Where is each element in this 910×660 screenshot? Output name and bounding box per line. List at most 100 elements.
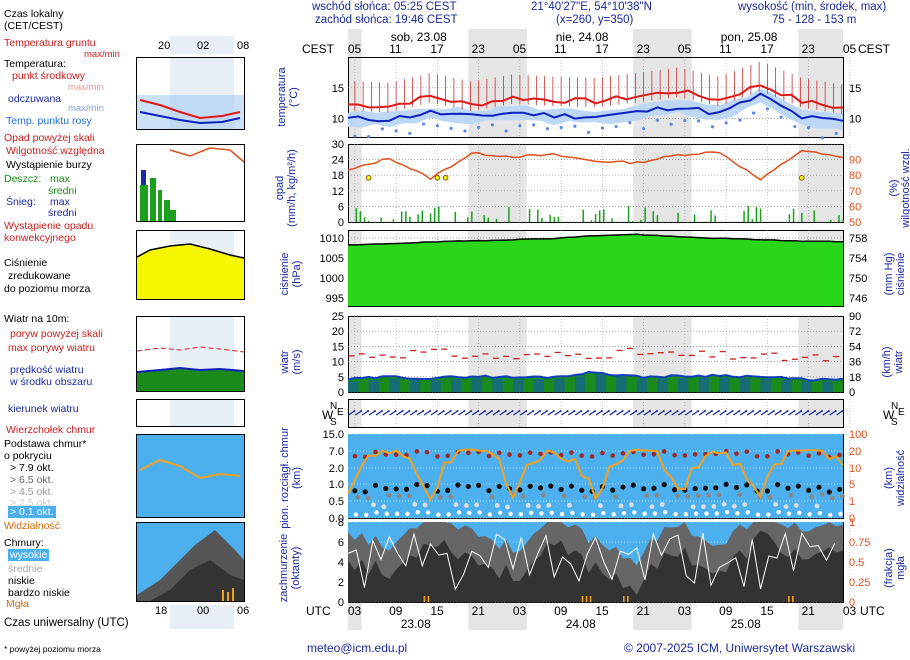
- utc-hour-label: 03: [843, 604, 857, 618]
- wind-direction-arrow: [554, 410, 562, 416]
- legend-humidity: Wilgotność względna: [6, 145, 105, 157]
- fog-bar: [581, 596, 584, 602]
- legend-okt01: > 0.1 okt.: [8, 506, 56, 518]
- wind-direction-arrow: [396, 410, 403, 416]
- cloud-base-dot-mid: [644, 493, 650, 499]
- cloud-base-dot: [579, 487, 585, 493]
- cloud-base-dot-low: [701, 504, 706, 510]
- wind-direction-arrow: [506, 410, 513, 416]
- wind-direction-arrow: [801, 410, 809, 416]
- wind-direction-head: [580, 410, 583, 412]
- cloud-top-dot: [589, 454, 595, 459]
- y-tick-label-right: 15: [849, 83, 861, 95]
- cloud-base-dot-thin: [559, 511, 565, 517]
- cloud-base-dot: [424, 482, 430, 489]
- rain-bar: [429, 213, 432, 222]
- wind-direction-head: [566, 410, 569, 412]
- rain-bar: [644, 207, 646, 222]
- wind-direction-head: [772, 410, 775, 412]
- dew-point-dot: [449, 126, 453, 130]
- cloud-top-dot: [569, 450, 574, 455]
- legend-rain-max: max: [50, 173, 70, 185]
- fog-bar: [792, 596, 794, 602]
- cloud-base-dot-low: [505, 504, 510, 510]
- night-band-dir: [468, 399, 527, 427]
- legend-soil-temp-sub: max/min: [84, 49, 120, 60]
- cloud-base-dot-mid: [737, 492, 742, 498]
- cloud-base-dot-mid: [520, 494, 526, 499]
- wind-direction-arrow: [671, 410, 678, 416]
- cloud-base-dot-mid: [365, 495, 371, 501]
- cloud-base-dot-thin: [467, 510, 472, 516]
- wind-direction-head: [704, 410, 707, 412]
- wind-axis-label: wiatr (m/s): [279, 349, 303, 375]
- rain-bar: [400, 211, 403, 222]
- cloud-base-dot-thin: [704, 511, 709, 516]
- cloud-top-dot: [816, 451, 822, 456]
- rain-bar: [359, 211, 362, 222]
- rain-bar: [751, 219, 754, 222]
- wind-area-shade: [492, 378, 503, 392]
- y-tick-label: 4: [338, 557, 344, 569]
- legend-soil-temp: Temperatura gruntu: [4, 37, 96, 49]
- cloud-base-dot-thin: [652, 511, 658, 516]
- night-band-temp: [633, 57, 692, 137]
- wind-direction-head: [710, 410, 713, 412]
- cloud-base-dot: [702, 485, 709, 491]
- cloud-base-dot-thin: [518, 512, 524, 517]
- utc-hour-label: 15: [760, 604, 774, 618]
- y-tick-label-right: 758: [849, 233, 867, 245]
- wind-direction-head: [559, 410, 562, 412]
- wind-direction-head: [490, 410, 493, 412]
- wind-mean-line: [347, 370, 844, 382]
- dew-point-dot: [394, 129, 398, 133]
- wind-direction-arrow: [609, 410, 617, 416]
- y-tick-label: 18: [332, 170, 344, 182]
- y-tick-label: 20: [332, 326, 344, 338]
- y-tick-label-right: 0.25: [849, 577, 870, 589]
- cloud-base-dot-mid: [675, 493, 680, 499]
- legend-pressure-3: do poziomu morza: [4, 283, 91, 295]
- cloud-base-dot: [362, 489, 368, 495]
- pressure-axis-label: ciśnienie (hPa): [279, 252, 303, 296]
- wind-direction-arrow: [348, 410, 355, 416]
- wind-direction-head: [470, 410, 473, 412]
- legend-wind-mean-1: prędkość wiatru: [10, 364, 84, 376]
- cloud-base-dot-thin: [621, 510, 627, 516]
- legend-rain: Deszcz:: [4, 173, 42, 185]
- cloud-base-dot: [661, 482, 667, 488]
- cloud-base-dot-thin: [828, 512, 833, 518]
- legend-wind-dir: kierunek wiatru: [8, 403, 79, 415]
- storm-marker: [798, 175, 805, 181]
- dew-point-dot: [614, 124, 618, 129]
- day-label-utc: 24.08: [566, 617, 596, 631]
- y-tick-label-right: 10: [849, 114, 861, 126]
- sunrise-text: wschód słońca: 05:25 CEST: [312, 1, 457, 13]
- legend-snow: Śnieg:: [6, 196, 36, 208]
- wind-direction-arrow: [623, 410, 630, 416]
- rain-bar: [677, 212, 679, 222]
- rain-bar: [495, 218, 498, 222]
- cloud-top-dot: [579, 453, 585, 459]
- legend-local-time: Czas lokalny: [4, 8, 64, 20]
- wind-area-shade: [636, 378, 648, 392]
- cloud-top-dot: [744, 449, 750, 454]
- footer-email[interactable]: meteo@icm.edu.pl: [307, 641, 408, 655]
- felt-range-band: [348, 88, 843, 130]
- wind-area-shade: [574, 376, 586, 392]
- dew-point-dot: [628, 121, 632, 125]
- dew-point-dot: [738, 118, 742, 122]
- wind-direction-head: [697, 410, 700, 412]
- legend-utc-time: Czas uniwersalny (UTC): [4, 617, 129, 629]
- cloud-top-dot: [600, 450, 605, 456]
- cloud-base-dot-mid: [489, 494, 495, 500]
- local-hour-label: 05: [843, 42, 857, 56]
- wind-area-shade: [513, 379, 524, 392]
- cloud-base-dot-thin: [508, 511, 513, 516]
- wind-direction-head: [353, 410, 356, 412]
- cloud-base-dot-mid: [695, 493, 701, 498]
- cloud-base-dot-thin: [394, 511, 400, 517]
- legend-wind-mean-2: w środku obszaru: [10, 376, 93, 388]
- local-hour-label: 23: [802, 42, 816, 56]
- day-label-local: pon, 25.08: [721, 30, 778, 44]
